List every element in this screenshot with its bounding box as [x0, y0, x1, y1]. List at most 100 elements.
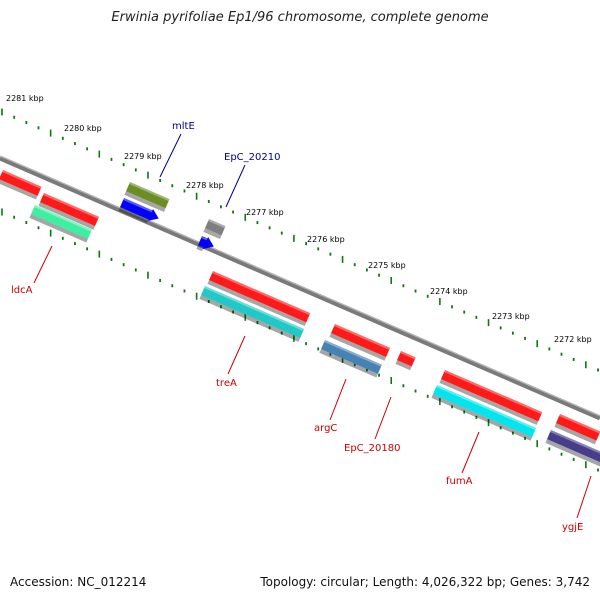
scale-label: 2273 kbp	[492, 312, 530, 321]
cds-bar-shade	[329, 333, 387, 361]
scale-labels: 2281 kbp 2280 kbp 2279 kbp 2278 kbp 2277 kbp…	[6, 94, 592, 344]
gene-ldcA-label: ldcA	[11, 285, 33, 296]
gene-EpC_20210-bar-shade	[203, 228, 222, 240]
gene-fumA-bar-shade	[431, 394, 533, 441]
gene-EpC_20180-leader	[374, 396, 392, 440]
scale-label: 2281 kbp	[6, 94, 44, 103]
gene-mltE-label: mltE	[172, 121, 195, 132]
gene-EpC_20210-arrow	[196, 236, 214, 252]
cds-bar	[395, 351, 416, 371]
gene-ygjE-leader	[576, 475, 592, 519]
cds-bar	[38, 193, 100, 230]
scale-label: 2275 kbp	[368, 261, 406, 270]
chromosome-backbone	[0, 155, 600, 421]
cds-bar	[207, 271, 311, 326]
scale-label: 2278 kbp	[186, 181, 224, 190]
gene-features	[0, 170, 600, 467]
gene-EpC_20180-label: EpC_20180	[344, 443, 400, 454]
gene-ldcA-bar-body	[31, 205, 92, 239]
gene-ygjE-label: ygjE	[562, 522, 583, 533]
gene-EpC_20210-label: EpC_20210	[224, 152, 280, 163]
cds-bar	[0, 170, 42, 200]
gene-argC-bar	[319, 340, 382, 378]
gene-fumA-bar-shine	[436, 385, 537, 430]
cds-bar-shade	[554, 423, 597, 445]
scale-ticks	[1, 108, 599, 472]
gene-treA-bar	[199, 286, 305, 342]
scale-label: 2280 kbp	[64, 124, 102, 133]
gene-mltE-leader	[159, 133, 182, 178]
cds-bar-body	[556, 414, 600, 441]
gene-ldcA-bar	[29, 205, 92, 243]
gene-argC-bar-shine	[324, 340, 382, 367]
cds-bar	[329, 324, 391, 361]
cds-bar	[439, 370, 543, 425]
gene-fumA-bar-body	[433, 385, 537, 438]
topology-summary: Topology: circular; Length: 4,026,322 bp…	[260, 575, 590, 589]
cds-bar-body	[0, 170, 42, 196]
cds-bar-shade	[207, 280, 307, 326]
gene-argC-bar-shade	[319, 349, 378, 378]
gene-mltE-bar-body	[126, 182, 170, 209]
cds-bar-shine	[212, 271, 311, 316]
gene-mltE-arrow-shade	[118, 207, 149, 224]
cds-bar-body	[397, 351, 416, 367]
gene-ygjE-bar	[545, 430, 600, 467]
gene-ygjE-bar-shade	[545, 439, 600, 467]
cds-bar	[554, 414, 600, 445]
cds-bar-shade	[439, 379, 539, 425]
gene-fumA-bar	[431, 385, 537, 441]
gene-ldcA-leader	[33, 245, 53, 284]
gene-EpC_20210-bar	[203, 219, 226, 240]
gene-EpC_20210-arrow-body	[198, 236, 214, 249]
gene-argC-leader	[329, 378, 347, 421]
cds-bar-body	[441, 370, 543, 422]
gene-treA-bar-shade	[199, 295, 301, 342]
cds-bar-shine	[444, 370, 543, 415]
gene-mltE-bar-shade	[124, 191, 166, 212]
gene-treA-bar-shine	[204, 286, 305, 331]
scale-label: 2279 kbp	[124, 152, 162, 161]
gene-mltE-arrow	[118, 198, 159, 224]
cds-bar-shine	[400, 351, 416, 360]
gene-EpC_20210-bar-body	[205, 219, 226, 236]
cds-bar-shine	[334, 324, 391, 350]
gene-treA-leader	[227, 335, 246, 375]
cds-bar-body	[40, 193, 100, 227]
gene-treA-bar-body	[201, 286, 305, 339]
cds-bar-shade	[395, 360, 412, 371]
gene-argC-label: argC	[314, 423, 337, 434]
scale-label: 2272 kbp	[554, 335, 592, 344]
gene-EpC_20210-arrow-shine	[201, 236, 208, 241]
cds-bar-shine	[559, 414, 600, 434]
gene-argC-bar-body	[321, 340, 382, 374]
gene-ldcA-bar-shine	[34, 205, 92, 232]
cds-bar-body	[209, 271, 311, 323]
cds-bar-shade	[0, 179, 38, 200]
scale-label: 2277 kbp	[246, 208, 284, 217]
label-leader-lines	[33, 133, 592, 519]
cds-bar-shine	[2, 170, 42, 189]
gene-EpC_20210-bar-shine	[208, 219, 226, 229]
cds-bar-shade	[38, 202, 96, 230]
gene-ygjE-bar-shine	[550, 430, 600, 456]
accession-text: Accession: NC_012214	[10, 575, 147, 589]
gene-labels: mltE EpC_20210 ldcA treA argC EpC_20180 fumA yg…	[11, 121, 583, 533]
gene-treA-label: treA	[216, 378, 237, 389]
gene-ygjE-bar-body	[547, 430, 600, 464]
gene-EpC_20210-arrow-shade	[196, 245, 204, 252]
gene-mltE-bar	[124, 182, 170, 212]
scale-label: 2274 kbp	[430, 287, 468, 296]
chromosome-backbone-highlight	[0, 155, 600, 417]
gene-mltE-arrow-body	[120, 198, 159, 221]
gene-EpC_20210-leader	[225, 164, 246, 208]
cds-bar-shine	[43, 193, 100, 219]
map-title: Erwinia pyrifoliae Ep1/96 chromosome, co…	[111, 10, 489, 25]
gene-fumA-label: fumA	[446, 476, 473, 487]
gene-mltE-bar-shine	[129, 182, 170, 202]
gene-fumA-leader	[461, 431, 480, 474]
scale-label: 2276 kbp	[307, 235, 345, 244]
cds-bar-body	[331, 324, 391, 358]
gene-ldcA-bar-shade	[29, 214, 88, 243]
